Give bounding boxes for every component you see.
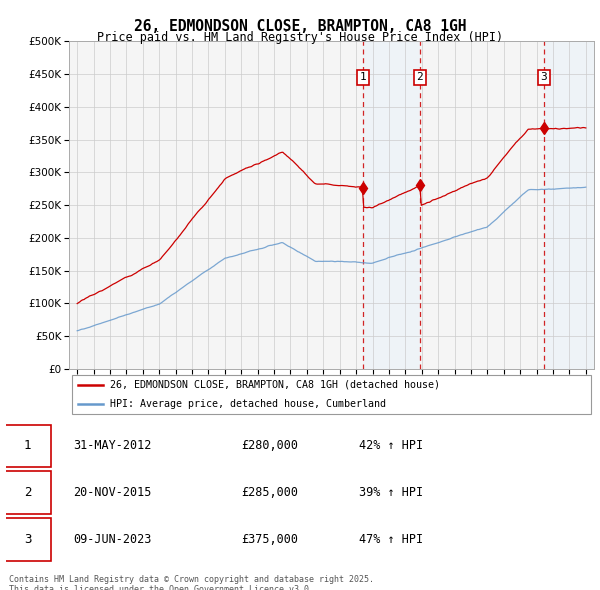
Text: 1: 1 — [359, 73, 367, 83]
Text: 3: 3 — [541, 73, 547, 83]
FancyBboxPatch shape — [5, 425, 50, 467]
FancyBboxPatch shape — [5, 518, 50, 560]
Text: 3: 3 — [24, 533, 32, 546]
Text: 26, EDMONDSON CLOSE, BRAMPTON, CA8 1GH (detached house): 26, EDMONDSON CLOSE, BRAMPTON, CA8 1GH (… — [110, 380, 440, 390]
Text: 31-MAY-2012: 31-MAY-2012 — [74, 440, 152, 453]
Text: £285,000: £285,000 — [241, 486, 298, 499]
Text: 1: 1 — [24, 440, 32, 453]
Text: 42% ↑ HPI: 42% ↑ HPI — [359, 440, 423, 453]
Text: 2: 2 — [24, 486, 32, 499]
Text: Contains HM Land Registry data © Crown copyright and database right 2025.
This d: Contains HM Land Registry data © Crown c… — [9, 575, 374, 590]
Text: 26, EDMONDSON CLOSE, BRAMPTON, CA8 1GH: 26, EDMONDSON CLOSE, BRAMPTON, CA8 1GH — [134, 19, 466, 34]
Text: £280,000: £280,000 — [241, 440, 298, 453]
Text: 20-NOV-2015: 20-NOV-2015 — [74, 486, 152, 499]
FancyBboxPatch shape — [5, 471, 50, 514]
FancyBboxPatch shape — [71, 375, 592, 414]
Text: 2: 2 — [416, 73, 424, 83]
Text: Price paid vs. HM Land Registry's House Price Index (HPI): Price paid vs. HM Land Registry's House … — [97, 31, 503, 44]
Text: £375,000: £375,000 — [241, 533, 298, 546]
Bar — [363, 41, 420, 369]
Text: HPI: Average price, detached house, Cumberland: HPI: Average price, detached house, Cumb… — [110, 399, 386, 409]
Bar — [544, 41, 594, 369]
Text: 09-JUN-2023: 09-JUN-2023 — [74, 533, 152, 546]
Text: 39% ↑ HPI: 39% ↑ HPI — [359, 486, 423, 499]
Text: 47% ↑ HPI: 47% ↑ HPI — [359, 533, 423, 546]
